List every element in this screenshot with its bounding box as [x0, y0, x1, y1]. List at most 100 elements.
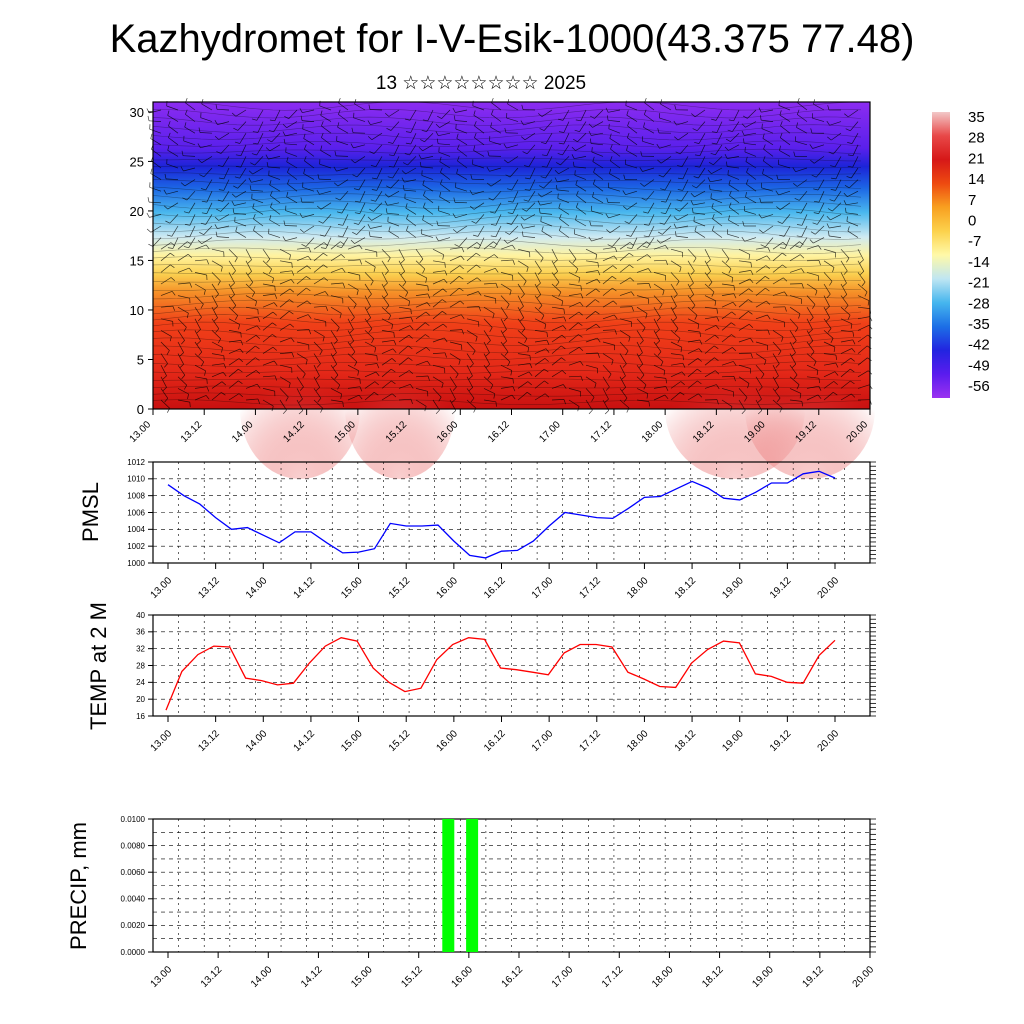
wind-barb	[415, 322, 426, 331]
wind-barb	[602, 287, 613, 296]
wind-barb	[644, 114, 655, 122]
wind-barb-flag	[503, 143, 507, 149]
wind-barb-flag	[359, 259, 363, 265]
wind-barb	[585, 323, 597, 331]
wind-barb	[321, 137, 332, 146]
wind-barb-flag	[234, 257, 238, 263]
wind-barb	[806, 318, 813, 330]
wind-barb-flag	[256, 325, 261, 330]
wind-barb-flag	[185, 109, 188, 115]
wind-barb-flag	[198, 351, 203, 356]
wind-barb-flag	[187, 393, 189, 399]
wind-barb-flag	[638, 352, 643, 357]
wind-barb	[370, 225, 383, 229]
wind-barb	[511, 179, 519, 191]
wind-barb-flag	[383, 282, 388, 287]
wind-barb	[347, 272, 360, 276]
wind-barb-flag	[726, 161, 728, 167]
wind-barb-flag	[353, 188, 359, 191]
wind-barb	[449, 314, 462, 320]
wind-barb	[660, 237, 672, 244]
wind-barb	[406, 230, 417, 238]
contour-line	[152, 399, 862, 406]
wind-barb	[387, 202, 400, 206]
wind-barb	[354, 237, 366, 244]
wind-barb	[797, 114, 808, 122]
wind-barb	[551, 249, 558, 261]
wind-barb	[558, 207, 570, 215]
wind-barb	[840, 283, 848, 295]
wind-barb	[847, 190, 859, 198]
wind-barb-flag	[732, 347, 737, 352]
wind-barb-flag	[558, 225, 562, 231]
wind-barb-flag	[255, 335, 261, 339]
wind-barb	[189, 225, 196, 237]
wind-barb	[813, 103, 825, 111]
wind-barb	[364, 307, 372, 318]
wind-barb	[806, 394, 819, 401]
wind-barb	[647, 202, 655, 214]
wind-barb-flag	[350, 239, 355, 244]
wind-barb	[177, 241, 188, 250]
wind-barb-flag	[317, 397, 322, 403]
wind-barb-flag	[606, 229, 611, 234]
wind-barb-flag	[574, 129, 580, 133]
wind-barb	[551, 357, 562, 366]
wind-barb-flag	[471, 220, 477, 224]
wind-barb-flag	[253, 213, 256, 219]
wind-barb-flag	[421, 129, 427, 133]
wind-barb	[245, 335, 257, 343]
wind-barb-flag	[767, 314, 771, 320]
wind-barb	[233, 213, 247, 215]
wind-barb	[694, 190, 706, 198]
wind-barb-flag	[215, 293, 219, 299]
wind-barb-flag	[230, 282, 235, 287]
wind-barb-flag	[317, 174, 320, 180]
wind-barb	[772, 277, 784, 285]
wind-barb-flag	[400, 259, 405, 264]
wind-barb-flag	[607, 244, 613, 248]
wind-barb	[194, 272, 207, 276]
wind-barb-flag	[843, 270, 848, 275]
wind-barb	[455, 128, 468, 134]
wind-barb-flag	[162, 387, 167, 392]
pmsl-xtick-label: 13.12	[196, 575, 222, 601]
wind-barb-flag	[665, 378, 667, 384]
wind-barb	[670, 260, 682, 268]
wind-barb-flag	[486, 182, 492, 187]
wind-barb-flag	[677, 338, 681, 344]
wind-barb	[206, 191, 213, 203]
wind-barb	[772, 318, 785, 323]
wind-barb	[364, 248, 377, 253]
wind-barb-flag	[376, 363, 380, 369]
wind-barb	[716, 133, 723, 145]
wind-barb	[636, 388, 648, 394]
wind-barb	[644, 102, 655, 111]
wind-barb	[320, 115, 332, 122]
wind-barb	[517, 318, 526, 329]
wind-barb	[254, 156, 264, 166]
wind-barb	[647, 237, 655, 248]
wind-barb	[415, 347, 427, 354]
wind-barb	[576, 207, 587, 215]
temp-ytick-label: 36	[136, 628, 145, 637]
wind-barb-flag	[367, 293, 372, 299]
wind-barb-flag	[847, 226, 850, 232]
wind-barb-flag	[639, 167, 643, 172]
wind-barb-flag	[523, 280, 527, 286]
wind-barb-flag	[273, 302, 278, 307]
cross-section-xtick-label: 13.00	[128, 419, 154, 445]
wind-barb-flag	[693, 216, 695, 222]
wind-barb	[262, 272, 274, 279]
wind-barb-flag	[777, 221, 783, 224]
wind-barb	[500, 244, 513, 250]
wind-barb	[440, 183, 451, 192]
wind-barb	[643, 126, 655, 134]
contour-line	[152, 353, 862, 361]
wind-barb	[627, 125, 638, 134]
wind-barb-flag	[745, 156, 748, 162]
wind-barb	[687, 393, 699, 401]
wind-barb	[738, 376, 750, 384]
wind-barb-flag	[793, 374, 798, 380]
